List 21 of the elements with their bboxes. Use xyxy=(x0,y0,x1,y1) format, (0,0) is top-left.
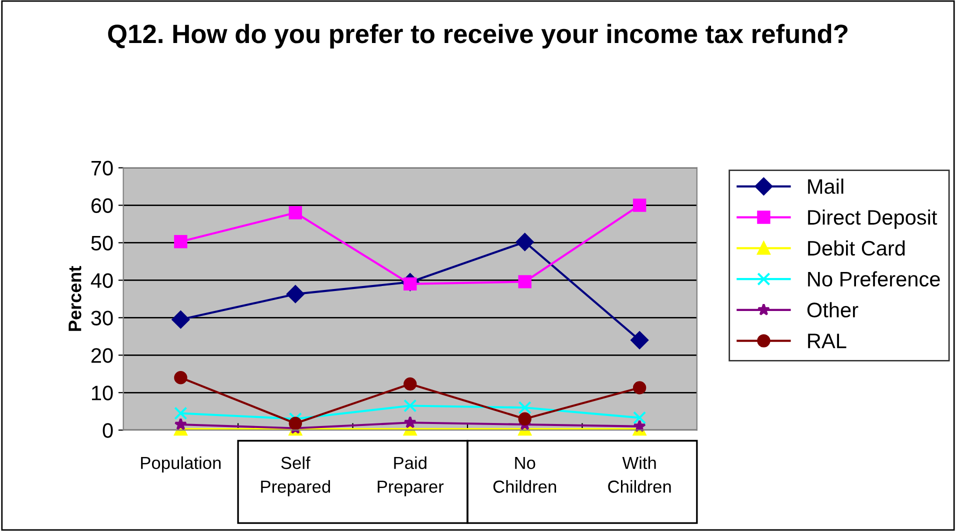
y-axis-title: Percent xyxy=(68,266,82,331)
x-tick-label: With Children xyxy=(608,456,671,493)
y-tick-label: 50 xyxy=(91,236,113,250)
chart-title: Q12. How do you prefer to receive your income tax refund? xyxy=(108,24,848,48)
y-tick-label: 20 xyxy=(91,348,113,363)
legend-label: Mail xyxy=(808,178,844,194)
x-tick-label: Population xyxy=(141,456,221,473)
legend-label: RAL xyxy=(808,334,846,348)
y-tick-label: 70 xyxy=(92,160,113,176)
y-tick-label: 60 xyxy=(91,198,113,214)
x-tick-label: Paid Preparer xyxy=(378,456,444,496)
x-tick-label: No Children xyxy=(493,456,556,493)
legend-label: Debit Card xyxy=(808,240,905,256)
x-tick-label: Self Prepared xyxy=(261,456,330,496)
y-tick-label: 0 xyxy=(102,423,113,438)
y-tick-label: 30 xyxy=(91,310,113,326)
legend-label: Direct Deposit xyxy=(808,209,938,229)
legend-label: Other xyxy=(807,302,858,318)
legend-label: No Preference xyxy=(808,271,940,287)
y-tick-label: 10 xyxy=(92,386,113,400)
y-tick-label: 40 xyxy=(90,273,113,288)
